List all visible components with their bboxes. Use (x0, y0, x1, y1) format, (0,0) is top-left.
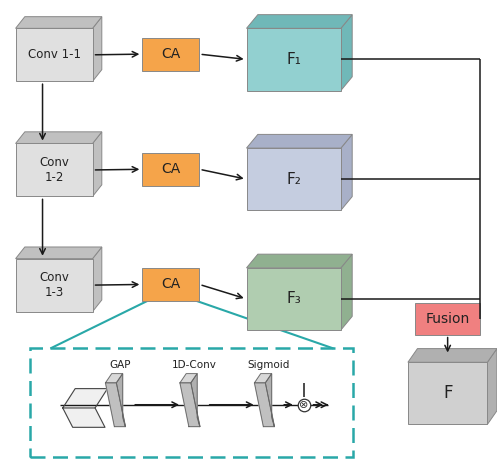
Polygon shape (247, 134, 352, 148)
FancyBboxPatch shape (30, 348, 353, 457)
Bar (408, 362, 488, 425)
Text: CA: CA (161, 47, 180, 61)
Polygon shape (93, 247, 102, 311)
Text: CA: CA (161, 162, 180, 176)
Polygon shape (247, 15, 352, 28)
Polygon shape (15, 132, 102, 144)
Polygon shape (63, 389, 108, 427)
Bar (142, 268, 199, 301)
Polygon shape (488, 349, 497, 425)
Polygon shape (341, 15, 352, 91)
Text: F₂: F₂ (286, 172, 301, 187)
Polygon shape (254, 383, 274, 426)
Text: $\otimes$: $\otimes$ (298, 399, 309, 410)
Text: Sigmoid: Sigmoid (248, 360, 290, 370)
Text: F: F (443, 384, 452, 402)
Polygon shape (180, 383, 200, 426)
Bar (15, 144, 93, 196)
Bar (415, 304, 480, 334)
Text: CA: CA (161, 277, 180, 292)
Polygon shape (341, 254, 352, 330)
Polygon shape (180, 374, 197, 383)
Text: Fusion: Fusion (425, 312, 470, 326)
Text: GAP: GAP (109, 360, 130, 370)
Polygon shape (93, 132, 102, 196)
Polygon shape (265, 374, 274, 426)
Polygon shape (15, 17, 102, 28)
Polygon shape (191, 374, 200, 426)
Polygon shape (254, 374, 271, 383)
Polygon shape (15, 247, 102, 259)
Polygon shape (93, 17, 102, 81)
Bar (247, 268, 341, 330)
Text: Conv 1-1: Conv 1-1 (27, 49, 81, 61)
Polygon shape (247, 254, 352, 268)
Bar (15, 28, 93, 81)
Bar (247, 28, 341, 91)
Text: F₁: F₁ (286, 52, 301, 67)
Text: Conv
1-2: Conv 1-2 (39, 156, 69, 184)
Polygon shape (106, 374, 123, 383)
Polygon shape (341, 134, 352, 210)
Polygon shape (117, 374, 125, 426)
Polygon shape (408, 349, 497, 362)
Bar (247, 148, 341, 210)
Text: 1D-Conv: 1D-Conv (172, 360, 217, 370)
Text: Conv
1-3: Conv 1-3 (39, 271, 69, 299)
Bar (15, 259, 93, 311)
Bar (142, 153, 199, 186)
Text: F₃: F₃ (286, 292, 301, 306)
Bar (142, 37, 199, 71)
Polygon shape (106, 383, 125, 426)
